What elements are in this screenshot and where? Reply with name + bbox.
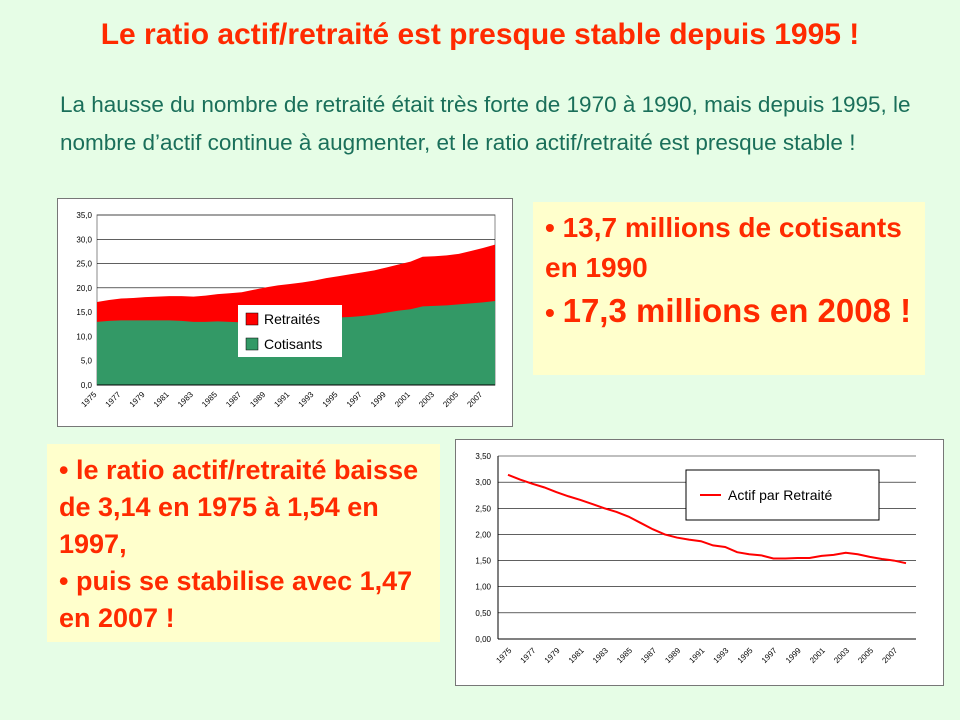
x-tick-label: 1979	[543, 646, 562, 665]
box1-item-2008-text: 17,3 millions en 2008 !	[562, 292, 912, 329]
x-tick-label: 1987	[224, 390, 243, 409]
y-tick-label: 3,50	[475, 452, 491, 461]
x-tick-label: 1977	[104, 390, 123, 409]
y-tick-label: 35,0	[76, 211, 92, 220]
ratio-line-chart: 0,00 0,50 1,00 1,50 2,00 2,50 3,00 3,50 1975 1977…	[455, 439, 944, 686]
x-tick-label: 1997	[345, 390, 364, 409]
y-tick-label: 2,00	[475, 530, 491, 539]
y-tick-label: 10,0	[76, 332, 92, 341]
stacked-area-chart: 0,0 5,0 10,0 15,0 20,0 25,0 30,0 35,0 1975 1977 19…	[57, 198, 513, 427]
y-tick-label: 0,0	[81, 381, 93, 390]
x-tick-label: 1977	[519, 646, 538, 665]
x-tick-label: 1997	[760, 646, 779, 665]
x-tick-label: 1985	[615, 646, 634, 665]
y-tick-label: 20,0	[76, 284, 92, 293]
x-tick-label: 2005	[856, 646, 875, 665]
x-tick-label: 1999	[369, 390, 388, 409]
legend: Actif par Retraité	[685, 469, 880, 521]
y-tick-label: 1,50	[475, 557, 491, 566]
y-tick-label: 5,0	[81, 357, 93, 366]
intro-text: La hausse du nombre de retraité était tr…	[60, 92, 911, 155]
highlight-box-cotisants: • 13,7 millions de cotisants en 1990 • 1…	[533, 202, 925, 375]
x-tick-label: 1999	[784, 646, 803, 665]
y-tick-label: 2,50	[475, 504, 491, 513]
legend-label-retraites: Retraités	[264, 311, 320, 327]
box2-item-stabilise: • puis se stabilise avec 1,47 en 2007 !	[59, 566, 413, 633]
legend-label-cotisants: Cotisants	[264, 336, 322, 352]
x-tick-label: 1983	[591, 646, 610, 665]
x-tick-label: 1975	[494, 646, 513, 665]
x-tick-label: 2005	[441, 390, 460, 409]
legend-swatch-cotisants	[245, 337, 259, 351]
x-tick-label: 1987	[639, 646, 658, 665]
slide-title: Le ratio actif/retraité est presque stab…	[100, 18, 860, 51]
x-tick-label: 2001	[808, 646, 827, 665]
x-tick-label: 2003	[832, 646, 851, 665]
x-tick-label: 1991	[687, 646, 706, 665]
x-tick-label: 1993	[297, 390, 316, 409]
x-tick-label: 1983	[176, 390, 195, 409]
x-tick-label: 1985	[200, 390, 219, 409]
highlight-box-ratio: • le ratio actif/retraité baisse de 3,14…	[47, 444, 440, 642]
x-tick-label: 1989	[663, 646, 682, 665]
y-tick-label: 30,0	[76, 235, 92, 244]
x-tick-label: 2003	[417, 390, 436, 409]
x-tick-label: 1995	[321, 390, 340, 409]
x-tick-label: 1993	[712, 646, 731, 665]
y-tick-label: 1,00	[475, 583, 491, 592]
x-tick-label: 2001	[393, 390, 412, 409]
x-tick-label: 1995	[736, 646, 755, 665]
legend-swatch-retraites	[245, 312, 259, 326]
x-tick-label: 1975	[79, 390, 98, 409]
x-tick-label: 1981	[567, 646, 586, 665]
legend: Retraités Cotisants	[238, 305, 342, 357]
x-tick-label: 1981	[152, 390, 171, 409]
legend-label-actif: Actif par Retraité	[728, 487, 832, 503]
box2-item-baisse: • le ratio actif/retraité baisse de 3,14…	[59, 455, 419, 559]
y-tick-label: 0,50	[475, 609, 491, 618]
x-tick-label: 1989	[248, 390, 267, 409]
x-tick-label: 1991	[272, 390, 291, 409]
y-tick-label: 25,0	[76, 260, 92, 269]
series-line-actif-par-retraite	[507, 473, 907, 565]
y-tick-label: 15,0	[76, 308, 92, 317]
x-tick-label: 2007	[465, 390, 484, 409]
box1-item-1990: • 13,7 millions de cotisants en 1990	[545, 212, 902, 283]
x-tick-label: 1979	[128, 390, 147, 409]
box1-bullet: •	[545, 297, 563, 328]
box1-item-2008: • 17,3 millions en 2008 !	[545, 290, 920, 334]
x-tick-label: 2007	[880, 646, 899, 665]
y-tick-label: 0,00	[475, 635, 491, 644]
y-tick-label: 3,00	[475, 478, 491, 487]
